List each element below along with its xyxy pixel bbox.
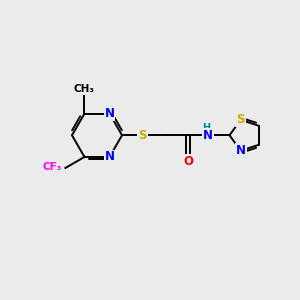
Text: CF₃: CF₃ <box>42 161 62 172</box>
Text: N: N <box>236 144 246 157</box>
Text: O: O <box>183 155 193 168</box>
Text: S: S <box>236 113 245 126</box>
Text: H: H <box>202 123 210 133</box>
Text: S: S <box>138 129 147 142</box>
Text: N: N <box>203 129 213 142</box>
Text: N: N <box>104 107 115 120</box>
Text: N: N <box>104 151 115 164</box>
Text: CH₃: CH₃ <box>74 85 95 94</box>
